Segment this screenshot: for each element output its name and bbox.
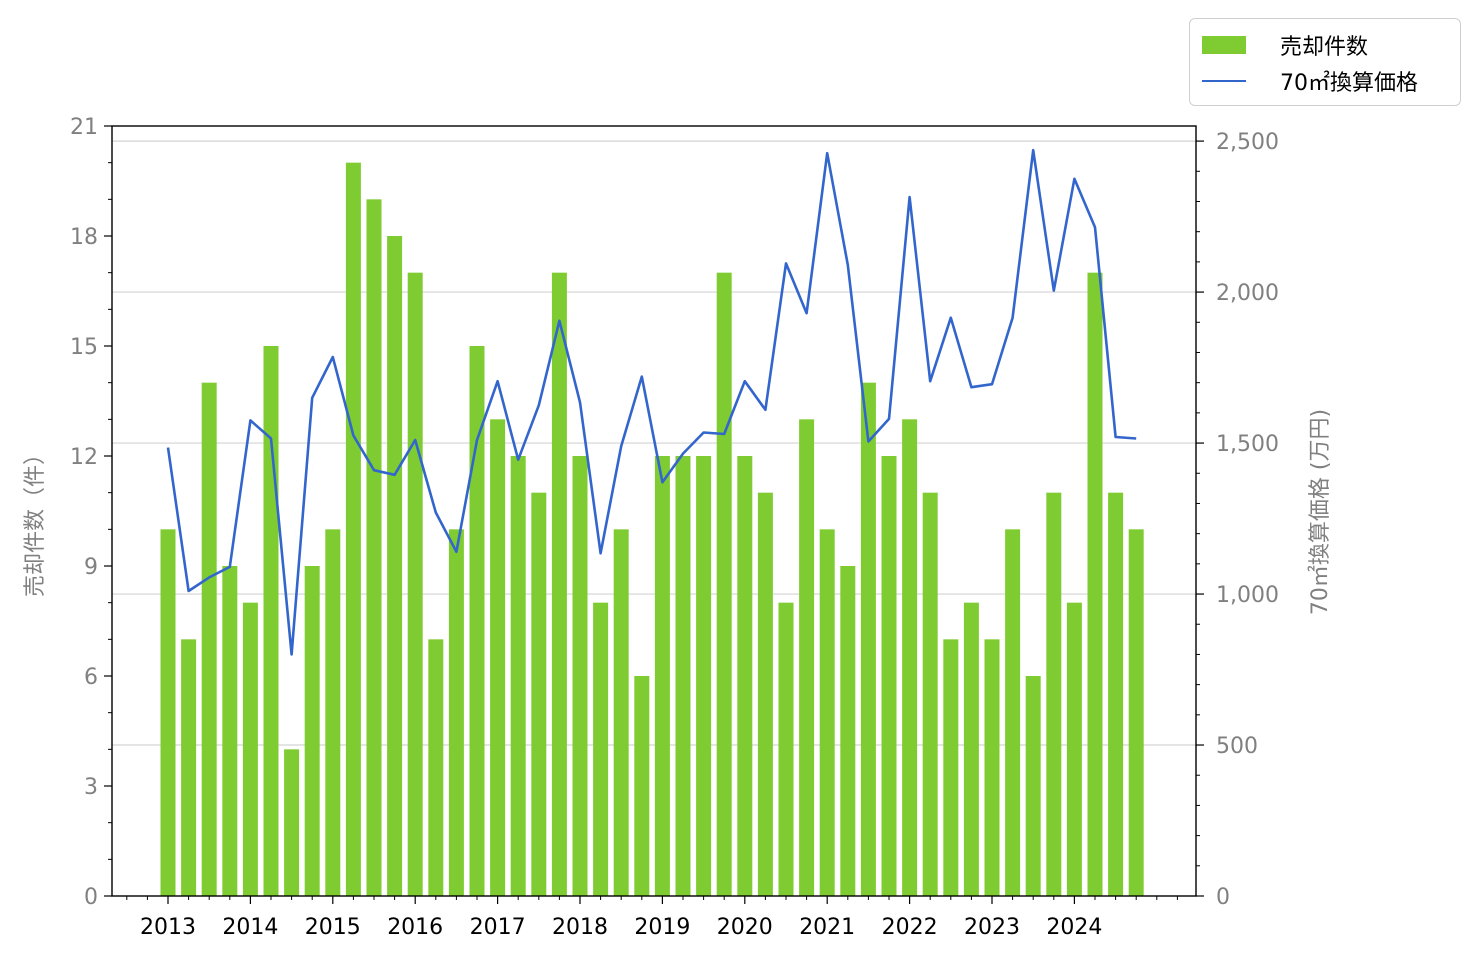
bar-11 bbox=[387, 236, 403, 896]
bar-series bbox=[160, 162, 1144, 897]
left-tick-label: 15 bbox=[70, 335, 98, 360]
legend-item-price: 70㎡換算価格 bbox=[1202, 67, 1418, 96]
bar-0 bbox=[160, 529, 176, 896]
x-tick-label: 2022 bbox=[882, 915, 938, 940]
bar-9 bbox=[345, 162, 361, 896]
bar-23 bbox=[634, 676, 650, 896]
x-tick-label: 2014 bbox=[222, 915, 278, 940]
x-tick-label: 2020 bbox=[717, 915, 773, 940]
bar-30 bbox=[778, 602, 794, 896]
bar-31 bbox=[799, 419, 815, 896]
legend-bar-swatch bbox=[1202, 36, 1246, 54]
x-tick-label: 2023 bbox=[964, 915, 1020, 940]
x-tick-label: 2015 bbox=[305, 915, 361, 940]
right-tick-label: 500 bbox=[1216, 734, 1258, 759]
x-tick-label: 2013 bbox=[140, 915, 196, 940]
y-axis-right-label: 70㎡換算価格 (万円) bbox=[1307, 409, 1333, 615]
bar-44 bbox=[1066, 602, 1082, 896]
bar-5 bbox=[263, 346, 279, 896]
bar-24 bbox=[654, 456, 670, 896]
bar-46 bbox=[1108, 492, 1124, 896]
bar-32 bbox=[819, 529, 835, 896]
x-tick-label: 2018 bbox=[552, 915, 608, 940]
x-tick-label: 2016 bbox=[387, 915, 443, 940]
bar-40 bbox=[984, 639, 1000, 896]
bar-38 bbox=[943, 639, 959, 896]
bar-39 bbox=[963, 602, 979, 896]
line-series bbox=[166, 148, 1137, 656]
bar-43 bbox=[1046, 492, 1062, 896]
bar-28 bbox=[737, 456, 753, 896]
left-tick-label: 6 bbox=[84, 665, 98, 690]
bar-7 bbox=[304, 566, 320, 896]
right-tick-label: 2,000 bbox=[1216, 281, 1279, 306]
bar-27 bbox=[716, 272, 732, 897]
price-line bbox=[166, 148, 1137, 656]
plot-frame bbox=[111, 125, 1197, 897]
bar-8 bbox=[325, 529, 341, 896]
bar-13 bbox=[428, 639, 444, 896]
bar-20 bbox=[572, 456, 588, 896]
left-tick-label: 21 bbox=[70, 115, 98, 140]
bar-36 bbox=[902, 419, 918, 896]
bar-14 bbox=[448, 529, 464, 896]
left-tick-label: 18 bbox=[70, 225, 98, 250]
bar-19 bbox=[551, 272, 567, 897]
legend: 売却件数 70㎡換算価格 bbox=[1189, 18, 1461, 106]
bar-45 bbox=[1087, 272, 1103, 897]
bar-47 bbox=[1128, 529, 1144, 896]
bar-37 bbox=[922, 492, 938, 896]
axis-ticks: 0 3 6 9 12 15 18 21 0 500 1,000 1,500 2,000 2,500 2013… bbox=[70, 115, 1279, 940]
x-tick-label: 2021 bbox=[799, 915, 855, 940]
x-tick-label: 2017 bbox=[470, 915, 526, 940]
bar-15 bbox=[469, 346, 485, 896]
bar-18 bbox=[531, 492, 547, 896]
bar-1 bbox=[181, 639, 197, 896]
plot-border bbox=[111, 125, 1197, 897]
bar-34 bbox=[860, 382, 876, 897]
bar-33 bbox=[840, 566, 856, 896]
bar-22 bbox=[613, 529, 629, 896]
bar-26 bbox=[696, 456, 712, 896]
bar-2 bbox=[201, 382, 217, 897]
x-tick-label: 2019 bbox=[634, 915, 690, 940]
left-tick-label: 0 bbox=[84, 885, 98, 910]
bar-16 bbox=[490, 419, 506, 896]
right-tick-label: 1,500 bbox=[1216, 432, 1279, 457]
bar-25 bbox=[675, 456, 691, 896]
bar-35 bbox=[881, 456, 897, 896]
legend-line-swatch bbox=[1202, 80, 1246, 82]
left-tick-label: 12 bbox=[70, 445, 98, 470]
left-tick-label: 9 bbox=[84, 555, 98, 580]
bar-10 bbox=[366, 199, 382, 897]
legend-line-label: 70㎡換算価格 bbox=[1280, 71, 1418, 96]
bar-29 bbox=[757, 492, 773, 896]
right-tick-label: 0 bbox=[1216, 885, 1230, 910]
right-tick-label: 1,000 bbox=[1216, 583, 1279, 608]
left-tick-label: 3 bbox=[84, 775, 98, 800]
bar-3 bbox=[222, 566, 238, 896]
x-tick-label: 2024 bbox=[1046, 915, 1102, 940]
bar-12 bbox=[407, 272, 423, 897]
legend-bar-label: 売却件数 bbox=[1280, 35, 1369, 60]
bar-42 bbox=[1025, 676, 1041, 896]
bar-4 bbox=[242, 602, 258, 896]
bar-41 bbox=[1005, 529, 1021, 896]
right-tick-label: 2,500 bbox=[1216, 130, 1279, 155]
bar-21 bbox=[593, 602, 609, 896]
y-axis-left-label: 売却件数（件） bbox=[23, 443, 48, 597]
bar-6 bbox=[284, 749, 300, 896]
bar-17 bbox=[510, 456, 526, 896]
legend-item-sales-count: 売却件数 bbox=[1202, 31, 1369, 60]
